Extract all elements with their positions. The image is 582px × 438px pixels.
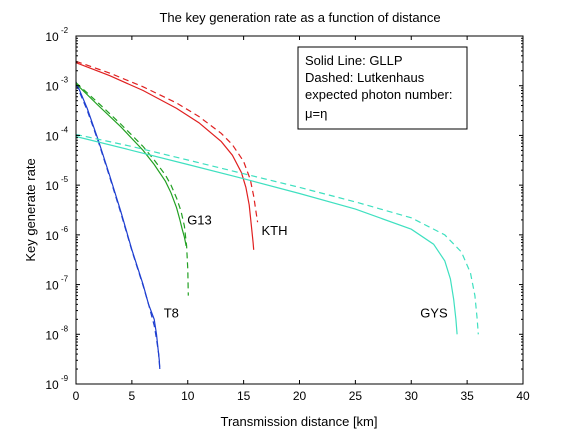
series-line-g13-solid bbox=[75, 83, 187, 247]
legend-line-4: μ=η bbox=[305, 106, 327, 121]
legend-line-3: expected photon number: bbox=[305, 87, 452, 102]
y-tick-label: 10 bbox=[45, 279, 59, 293]
ticks-layer: 0 5 10 15 20 25 30 35 4010-910-810-710-610-510-4… bbox=[45, 26, 530, 403]
legend-box: Solid Line: GLLP Dashed: Lutkenhaus expe… bbox=[297, 46, 468, 130]
y-tick-exponent: -2 bbox=[61, 26, 69, 35]
y-tick-label: 10 bbox=[45, 378, 59, 392]
curve-label-g13: G13 bbox=[187, 213, 212, 228]
x-axis-title: Transmission distance [km] bbox=[220, 414, 377, 429]
y-tick-label: 10 bbox=[45, 229, 59, 243]
x-tick-label: 20 bbox=[293, 389, 307, 403]
y-tick-label: 10 bbox=[45, 80, 59, 94]
series-line-kth-solid bbox=[75, 62, 255, 250]
legend-line-2: Dashed: Lutkenhaus bbox=[305, 70, 425, 85]
x-tick-label: 5 bbox=[129, 389, 136, 403]
y-tick-exponent: -3 bbox=[61, 76, 69, 85]
curve-label-kth: KTH bbox=[262, 223, 288, 238]
curve-labels: T8 G13 KTH GYS bbox=[164, 213, 448, 321]
y-tick-label: 10 bbox=[45, 328, 59, 342]
y-tick-exponent: -5 bbox=[61, 175, 69, 184]
series-line-kth-dashed bbox=[75, 60, 259, 223]
y-tick-label: 10 bbox=[45, 179, 59, 193]
curve-label-gys: GYS bbox=[420, 305, 448, 320]
legend-line-1: Solid Line: GLLP bbox=[305, 53, 403, 68]
x-tick-label: 35 bbox=[460, 389, 474, 403]
series-layer bbox=[75, 60, 479, 370]
series-line-g13-dashed bbox=[75, 82, 189, 296]
y-tick-label: 10 bbox=[45, 30, 59, 44]
x-tick-label: 0 bbox=[73, 389, 80, 403]
x-tick-label: 25 bbox=[349, 389, 363, 403]
y-tick-exponent: -6 bbox=[61, 225, 69, 234]
y-tick-exponent: -8 bbox=[61, 324, 69, 333]
series-line-gys-dashed bbox=[75, 133, 479, 335]
y-tick-label: 10 bbox=[45, 129, 59, 143]
chart-title: The key generation rate as a function of… bbox=[159, 10, 440, 25]
series-line-gys-solid bbox=[75, 135, 458, 335]
x-tick-label: 40 bbox=[516, 389, 530, 403]
x-tick-label: 15 bbox=[237, 389, 251, 403]
y-tick-exponent: -9 bbox=[61, 374, 69, 383]
y-axis-title: Key generate rate bbox=[23, 158, 38, 261]
x-tick-label: 30 bbox=[405, 389, 419, 403]
y-tick-exponent: -7 bbox=[61, 275, 69, 284]
legend-frame bbox=[297, 46, 468, 130]
x-tick-label: 10 bbox=[181, 389, 195, 403]
series-line-t8-dashed bbox=[75, 83, 161, 370]
y-tick-exponent: -4 bbox=[61, 125, 69, 134]
curve-label-t8: T8 bbox=[164, 305, 179, 320]
